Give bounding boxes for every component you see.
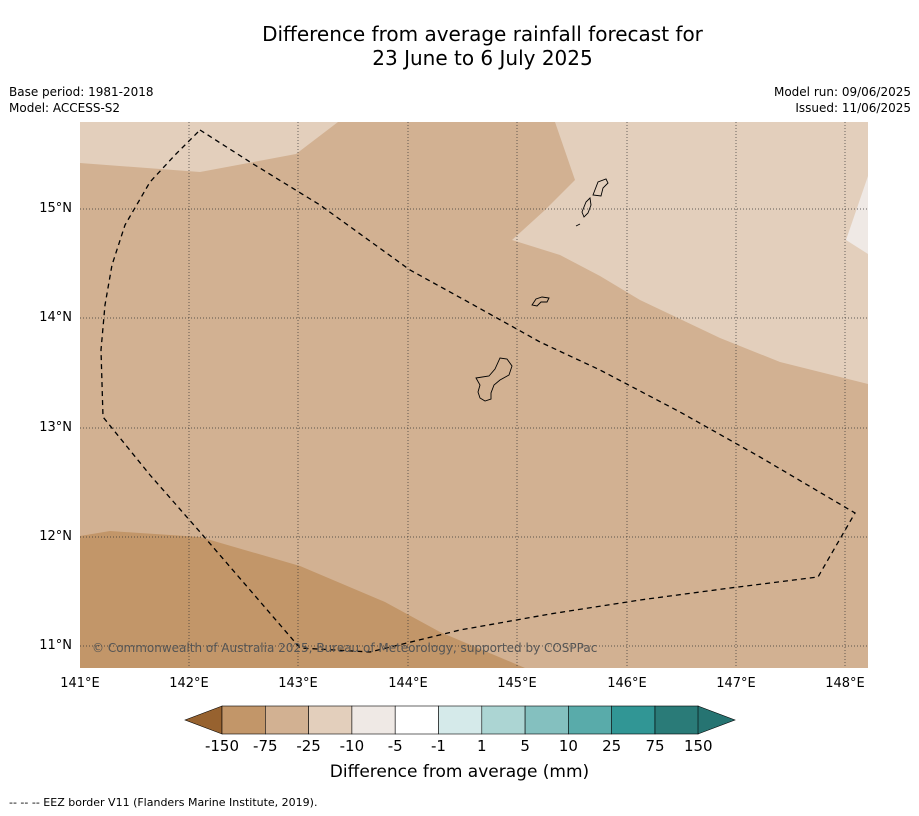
colorbar-cell [481, 705, 526, 735]
colorbar [184, 705, 736, 735]
lon-label-148e: 148°E [825, 676, 865, 691]
lat-label-12n: 12°N [39, 529, 72, 544]
colorbar-cell [264, 705, 309, 735]
colorbar-cell [308, 705, 353, 735]
colorbar-tick-label: 10 [558, 737, 578, 755]
colorbar-tick-label: -1 [431, 737, 446, 755]
region-minus10-minus5-nw [80, 122, 338, 172]
colorbar-high-extension [697, 705, 736, 735]
colorbar-tick-label: 5 [520, 737, 530, 755]
colorbar-tick-label: -150 [204, 737, 240, 755]
island-tinian [581, 197, 592, 218]
colorbar-cell [524, 705, 569, 735]
lon-label-145e: 145°E [497, 676, 537, 691]
base-period: Base period: 1981-2018 [9, 85, 154, 99]
lon-label-147e: 147°E [716, 676, 756, 691]
colorbar-cells [221, 705, 699, 735]
lon-label-143e: 143°E [278, 676, 318, 691]
island-rota [531, 296, 550, 307]
map-title-line1: Difference from average rainfall forecas… [262, 22, 703, 46]
island-saipan [592, 178, 609, 197]
colorbar-tick-label: 150 [683, 737, 713, 755]
colorbar-low-extension [184, 705, 223, 735]
eez-legend: -- -- -- EEZ border V11 (Flanders Marine… [9, 796, 318, 809]
lon-label-142e: 142°E [169, 676, 209, 691]
colorbar-tick-label: -5 [387, 737, 403, 755]
model-name: Model: ACCESS-S2 [9, 101, 121, 115]
region-minus5-minus1 [846, 176, 868, 254]
lat-label-13n: 13°N [39, 420, 72, 435]
lat-label-11n: 11°N [39, 638, 72, 653]
issued-date: Issued: 11/06/2025 [795, 101, 911, 115]
lon-label-144e: 144°E [388, 676, 428, 691]
colorbar-tick-label: 75 [645, 737, 665, 755]
meta-right: Model run: 09/06/2025 Issued: 11/06/2025 [774, 84, 911, 116]
eez-border [100, 129, 856, 653]
lat-label-15n: 15°N [39, 201, 72, 216]
meta-left: Base period: 1981-2018 Model: ACCESS-S2 [9, 84, 154, 116]
copyright-credit: © Commonwealth of Australia 2025, Bureau… [92, 641, 598, 655]
colorbar-cell [654, 705, 699, 735]
colorbar-tick-label: -10 [339, 737, 365, 755]
map-title-line2: 23 June to 6 July 2025 [372, 46, 593, 70]
islands [475, 178, 609, 402]
colorbar-tick-label: -75 [253, 737, 278, 755]
colorbar-tick-label: -25 [296, 737, 321, 755]
colorbar-cell [351, 705, 396, 735]
colorbar-tick-label: 1 [477, 737, 487, 755]
region-minus10-minus5-ne [512, 122, 868, 384]
colorbar-tick-label: 25 [602, 737, 622, 755]
model-run: Model run: 09/06/2025 [773, 85, 911, 99]
graticule [80, 122, 868, 668]
colorbar-cell [394, 705, 439, 735]
colorbar-cell [568, 705, 613, 735]
region-minus75-minus25 [80, 531, 525, 668]
colorbar-title: Difference from average (mm) [329, 762, 590, 782]
colorbar-cell [611, 705, 656, 735]
colorbar-cell [438, 705, 483, 735]
lat-label-14n: 14°N [39, 310, 72, 325]
island-guam [475, 357, 513, 402]
colorbar-cell [221, 705, 266, 735]
lon-label-141e: 141°E [60, 676, 100, 691]
map-title: Difference from average rainfall forecas… [0, 22, 919, 70]
island-aguijan [575, 223, 581, 227]
lon-label-146e: 146°E [607, 676, 647, 691]
